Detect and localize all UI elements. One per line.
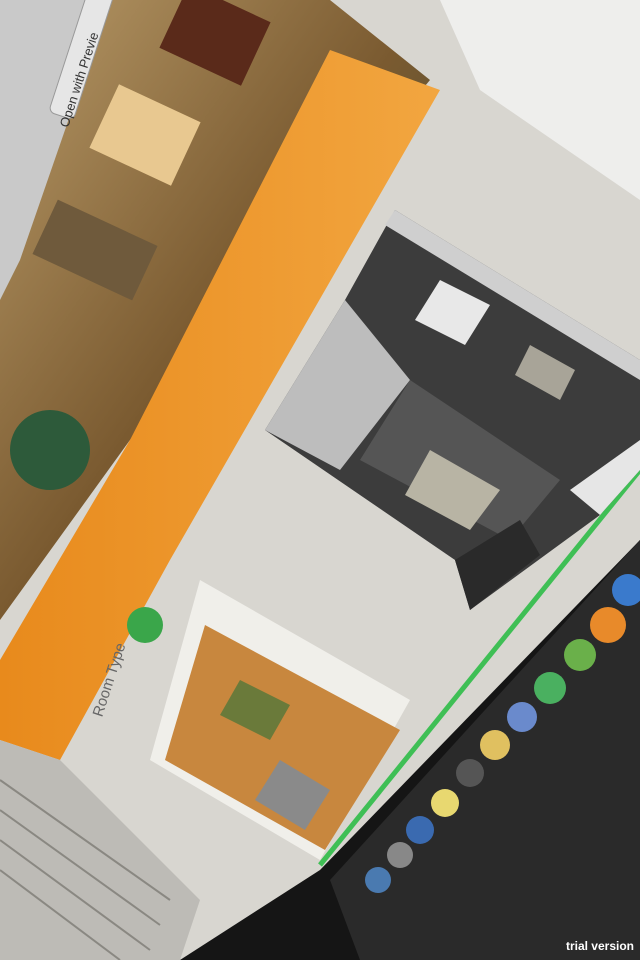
dock-icon[interactable]: [507, 702, 537, 732]
dock-icon[interactable]: [387, 842, 413, 868]
dock-icon[interactable]: [406, 816, 434, 844]
dock-icon[interactable]: [534, 672, 566, 704]
floor-plan-bath: [255, 760, 330, 830]
dock-icon[interactable]: [431, 789, 459, 817]
model-sofa: [515, 345, 575, 400]
screen-panel: [440, 0, 640, 200]
orange-banner: [0, 50, 440, 760]
model-edge: [455, 520, 540, 610]
dock-icons: [365, 574, 640, 893]
dock-icon[interactable]: [480, 730, 510, 760]
ar-model: [265, 210, 640, 610]
dock-icon[interactable]: [612, 574, 640, 606]
watermark: trial version: [566, 939, 634, 953]
model-bath: [265, 300, 410, 470]
model-bed: [405, 450, 500, 530]
photo-frame: [89, 84, 201, 186]
floor-plan: [165, 625, 400, 850]
dock-icon[interactable]: [365, 867, 391, 893]
photo-shelf: [32, 199, 158, 301]
model-table: [415, 280, 490, 345]
preview-button[interactable]: [49, 0, 120, 120]
photo-tree: [10, 410, 90, 490]
model-bedroom: [360, 380, 560, 540]
green-line: [318, 468, 640, 867]
room-type-badge[interactable]: [127, 607, 163, 643]
model-wall: [385, 210, 640, 380]
model-balcony: [570, 440, 640, 515]
keyboard-keys: [0, 779, 171, 960]
dock-icon[interactable]: [590, 607, 626, 643]
dock-icon[interactable]: [564, 639, 596, 671]
floor-plan-bed: [220, 680, 290, 740]
dock-icon[interactable]: [456, 759, 484, 787]
photo-cabinet: [159, 0, 271, 86]
